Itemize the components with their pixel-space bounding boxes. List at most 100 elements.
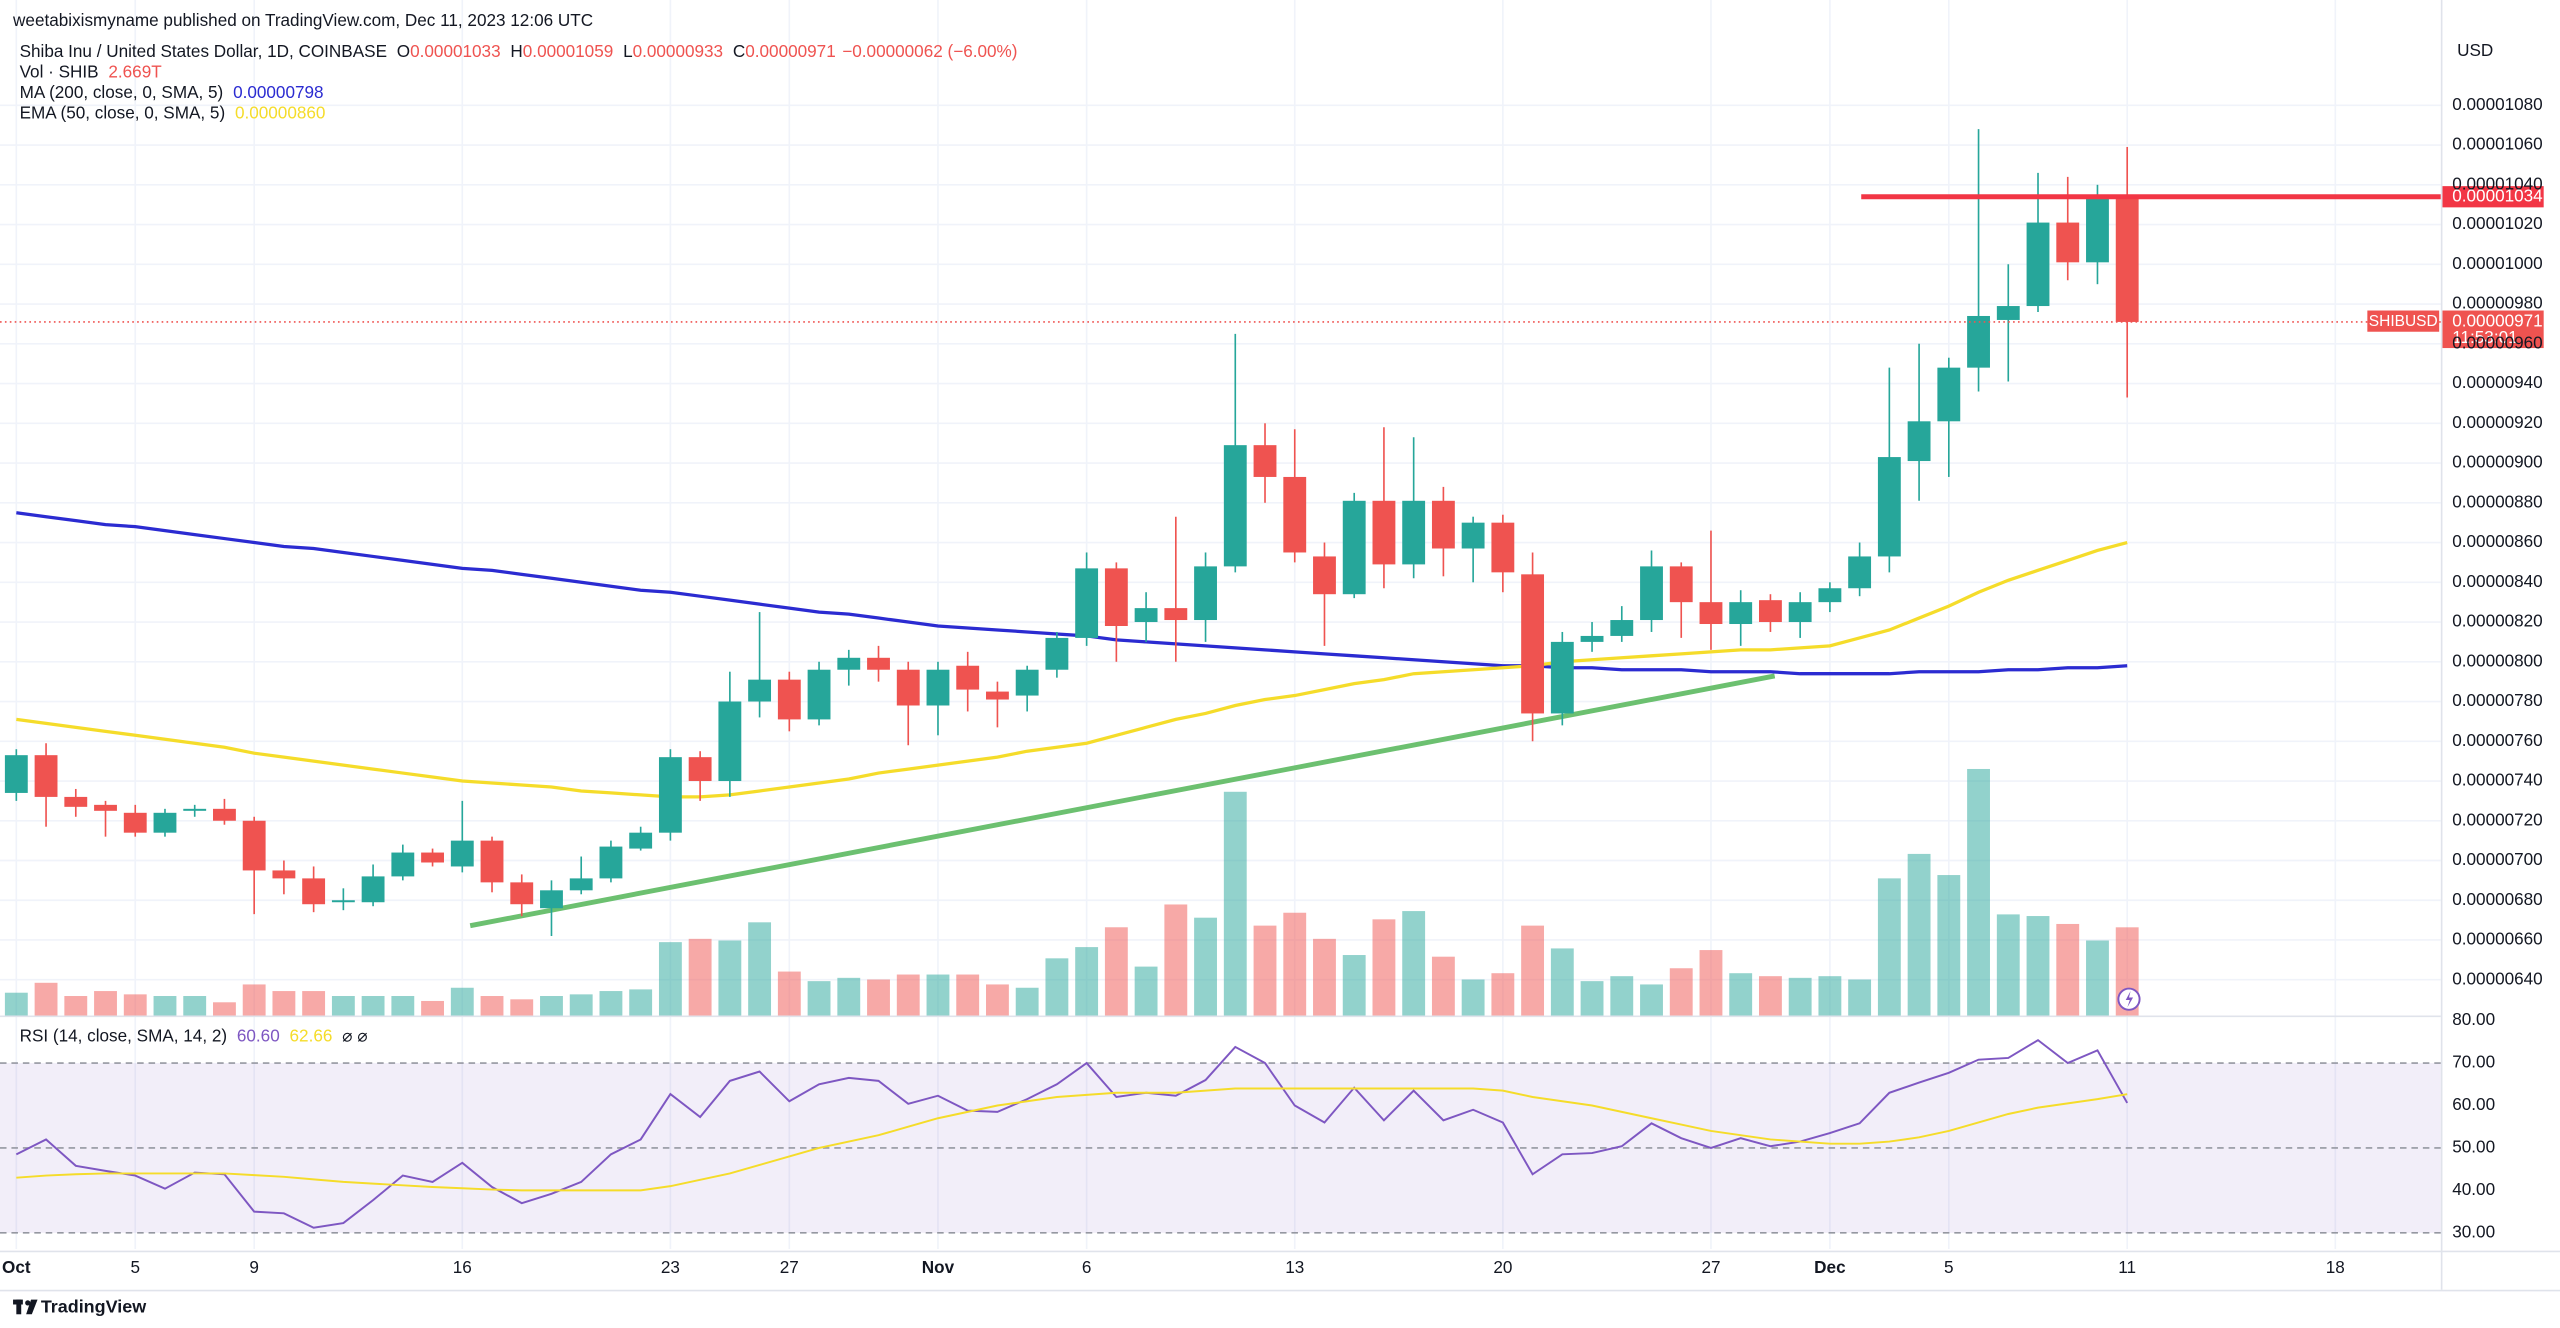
volume-bar: [777, 971, 801, 1016]
volume-bar: [361, 996, 385, 1016]
volume-bar: [718, 940, 742, 1016]
candle-body: [1015, 669, 1039, 696]
volume-bar: [64, 996, 88, 1016]
rsi-tick-label: 30.00: [2452, 1221, 2495, 1241]
legend-main: Shiba Inu / United States Dollar, 1D, CO…: [20, 41, 1018, 61]
candle-body: [510, 882, 534, 905]
rsi-tick-label: 40.00: [2452, 1179, 2495, 1199]
candle-body: [867, 657, 890, 670]
x-tick-label: 16: [453, 1257, 472, 1277]
y-tick-label: 0.00000820: [2452, 611, 2542, 631]
candle-body: [1431, 500, 1455, 549]
x-tick-label: 13: [1285, 1257, 1304, 1277]
x-tick-label: Dec: [1814, 1257, 1846, 1277]
candle-body: [391, 852, 415, 877]
currency-box[interactable]: [2445, 37, 2554, 66]
y-tick-label: 0.00000980: [2452, 293, 2542, 313]
volume-bar: [1610, 976, 1634, 1016]
candle-body: [1402, 500, 1426, 565]
volume-bar: [1669, 968, 1693, 1016]
rsi-line: [15, 1038, 2129, 1229]
candle-body: [1283, 476, 1307, 553]
candle-body: [599, 846, 623, 879]
rsi-line: [16, 1087, 2128, 1192]
logo-part: [26, 1299, 38, 1315]
volume-bar: [1342, 955, 1366, 1016]
volume-bar: [1491, 973, 1515, 1016]
candle-body: [896, 669, 920, 706]
candle-body: [1253, 445, 1277, 477]
x-tick-label: 23: [661, 1257, 680, 1277]
candle-body: [837, 657, 861, 670]
y-tick-label: 0.00000840: [2452, 571, 2542, 591]
volume-bar: [1402, 911, 1426, 1016]
y-tick-label: 0.00000640: [2452, 968, 2542, 988]
y-tick-label: 0.00001020: [2452, 213, 2542, 233]
x-tick-label: 5: [1944, 1257, 1954, 1277]
volume-bar: [1550, 948, 1574, 1016]
volume-bar: [599, 991, 623, 1016]
volume-bar: [658, 942, 682, 1016]
y-tick-label: 0.00000720: [2452, 809, 2542, 829]
candle-body: [153, 812, 177, 833]
volume-bar: [1104, 927, 1128, 1016]
volume-bar: [1223, 791, 1247, 1016]
candle-body: [34, 755, 58, 797]
volume-bar: [1134, 966, 1158, 1016]
symbol-tag-label: SHIBUSD: [2369, 313, 2438, 330]
volume-bar: [2086, 940, 2109, 1016]
volume-bar: [1907, 853, 1931, 1016]
volume-bar: [1164, 904, 1188, 1016]
rsi-tick-label: 60.00: [2452, 1094, 2495, 1114]
volume-bar: [1967, 768, 1990, 1016]
symbol-tag: [2367, 310, 2440, 332]
x-tick-label: 27: [780, 1257, 799, 1277]
volume-bar: [748, 922, 772, 1016]
rsi-value: 62.66: [290, 1025, 333, 1045]
volume-bar: [1045, 958, 1069, 1016]
legend-volume: Vol · SHIB 2.669T: [20, 61, 163, 81]
y-tick-label: 0.00000660: [2452, 929, 2542, 949]
y-tick-label: 0.00000920: [2452, 412, 2542, 432]
y-tick-label: 0.00000800: [2452, 650, 2542, 670]
volume-bar: [2026, 916, 2050, 1016]
candle-body: [1342, 500, 1366, 595]
overlay-layer: [0, 511, 2441, 1234]
x-tick-label: 18: [2326, 1257, 2345, 1277]
rsi-suffix: ⌀ ⌀: [342, 1025, 367, 1045]
volume-bar: [1848, 979, 1872, 1016]
volume-bar: [4, 992, 28, 1016]
volume-bar: [480, 996, 504, 1016]
brand-logo: [13, 1299, 38, 1315]
candle-body: [718, 701, 742, 782]
candle-body: [1134, 608, 1158, 623]
candle-body: [1996, 306, 2020, 320]
candle-body: [1313, 556, 1336, 595]
volume-bar: [1431, 956, 1455, 1016]
candle-body: [1848, 556, 1872, 589]
candle-body: [1372, 500, 1396, 565]
candle-body: [1550, 641, 1574, 714]
candle-body: [1818, 588, 1842, 603]
publisher: weetabixismyname published on TradingVie…: [12, 10, 593, 30]
volume-bar: [1640, 984, 1663, 1016]
overlay-line: [16, 511, 2128, 676]
candle-body: [1461, 522, 1485, 549]
candle-body: [1967, 315, 1990, 368]
y-tick-label: 0.00000880: [2452, 491, 2542, 511]
y-tick-label: 0.00000960: [2452, 332, 2542, 352]
currency[interactable]: USD: [2457, 40, 2493, 60]
x-tick-label: 5: [130, 1257, 140, 1277]
y-tick-label: 0.00001040: [2452, 173, 2542, 193]
candle-body: [4, 755, 28, 793]
candle-body: [1907, 421, 1931, 462]
candle-body: [1610, 620, 1634, 636]
volume-bar: [1937, 875, 1961, 1016]
volume-name: Vol · SHIB: [20, 61, 99, 81]
candle-layer: [4, 129, 2139, 937]
volume-bar: [1788, 977, 1812, 1016]
candle-body: [94, 804, 117, 811]
volume-bar: [1461, 979, 1485, 1016]
overlay-value: 0.00000798: [233, 82, 323, 102]
volume-bar: [242, 984, 266, 1016]
